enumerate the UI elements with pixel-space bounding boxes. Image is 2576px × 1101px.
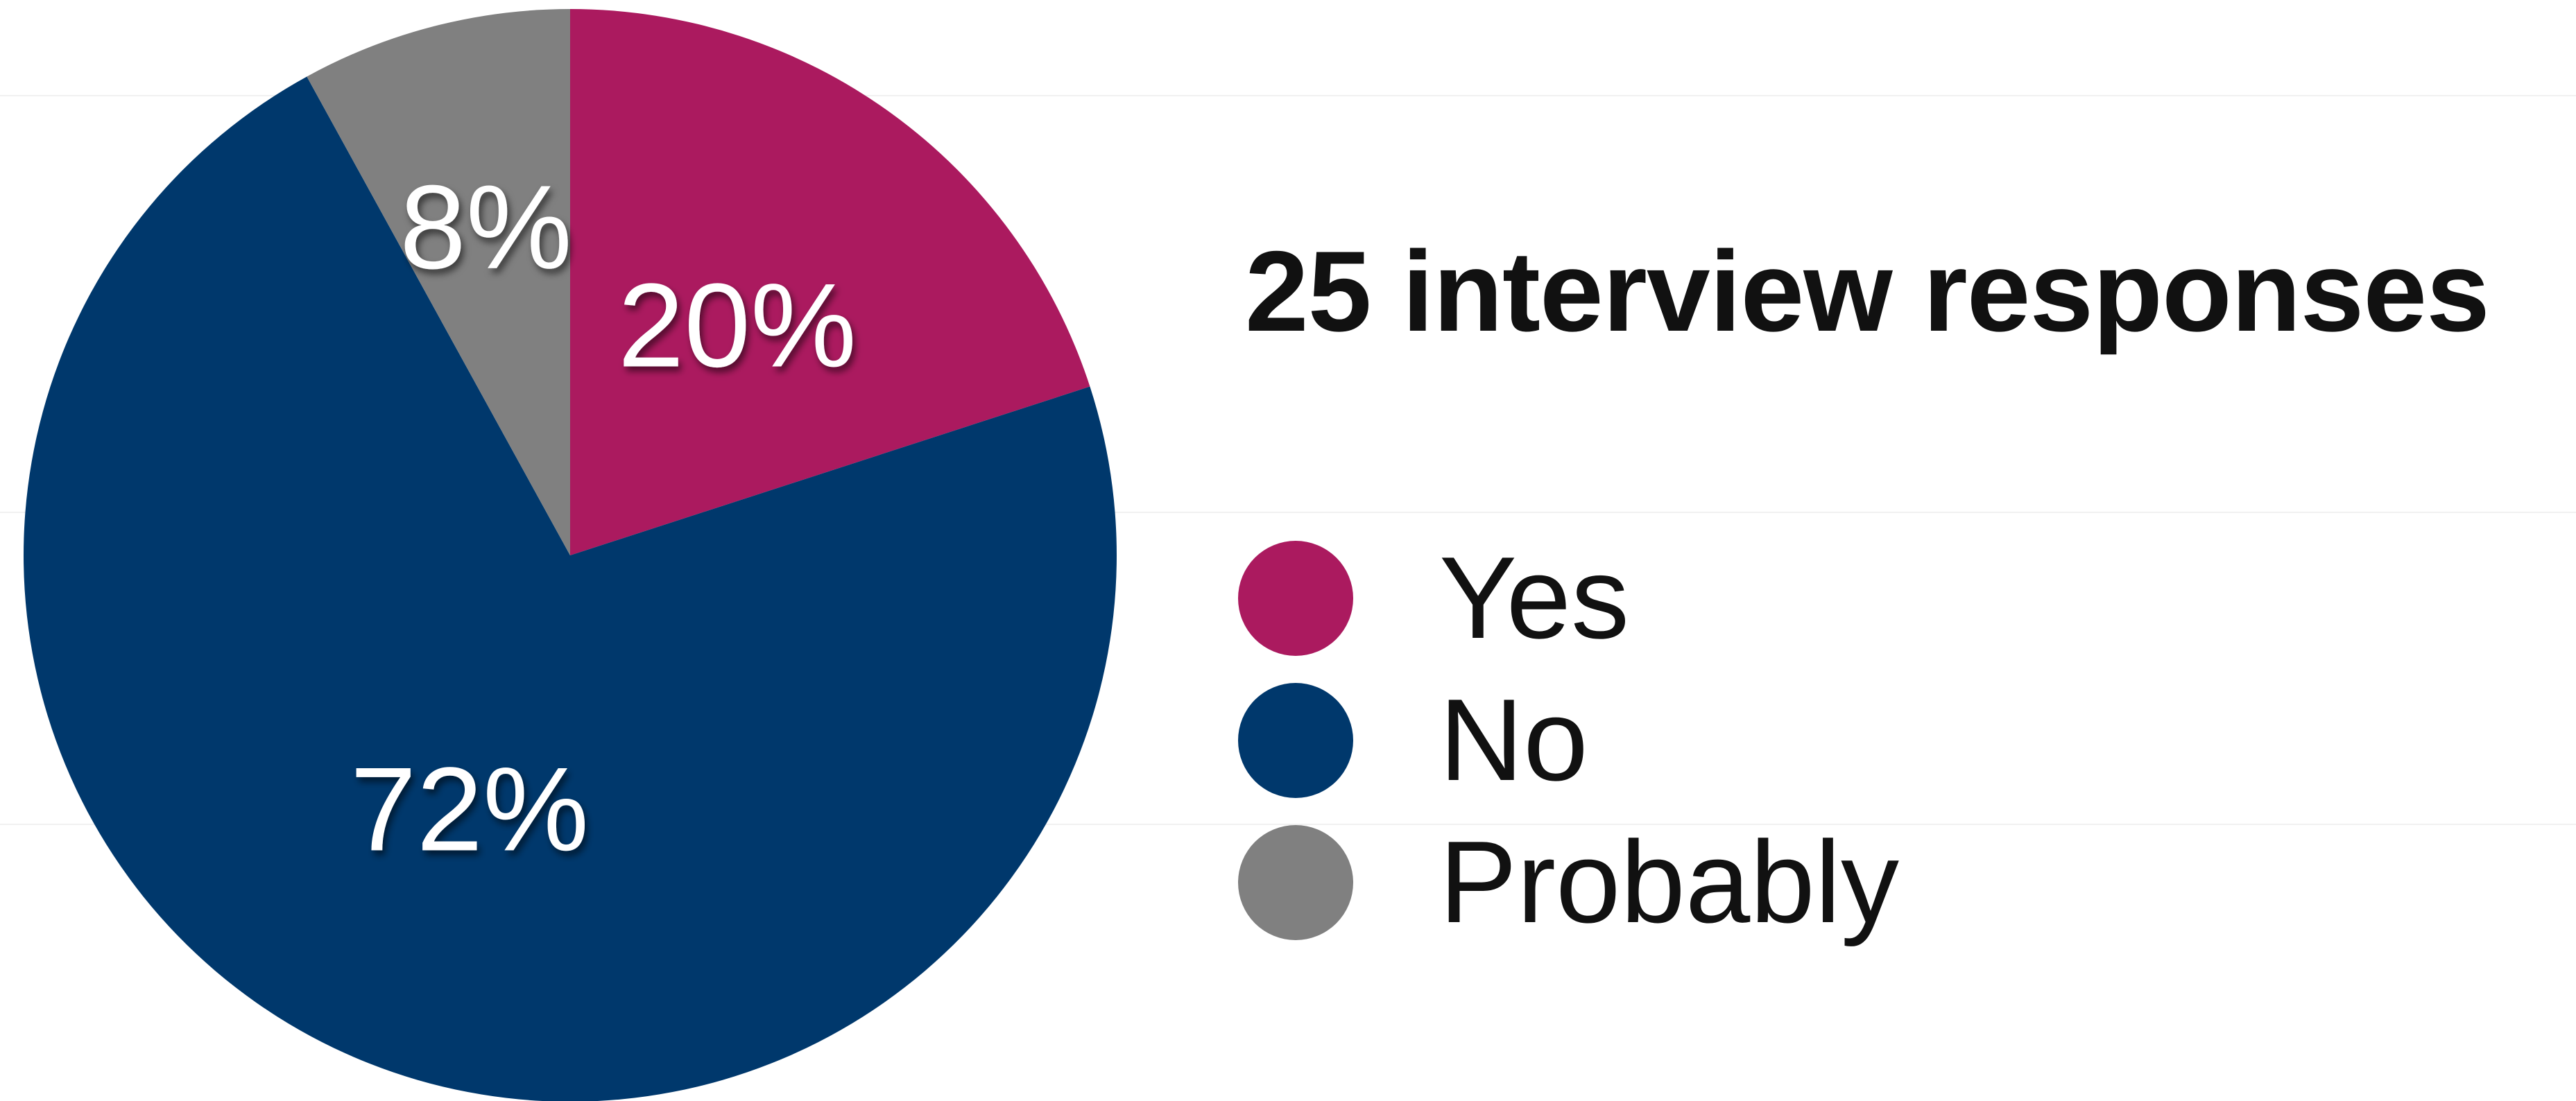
legend-item-yes: Yes xyxy=(1238,527,1899,669)
legend-swatch-yes xyxy=(1238,540,1353,656)
legend-item-probably: Probably xyxy=(1238,811,1899,953)
legend-label-probably: Probably xyxy=(1439,817,1900,947)
pie-slice-no xyxy=(24,76,1117,1101)
legend-label-yes: Yes xyxy=(1439,532,1630,663)
legend-label-no: No xyxy=(1439,675,1588,805)
background-rule-top xyxy=(0,95,2576,96)
pie-chart: 20% 72% 8% xyxy=(24,9,1117,1101)
pie-value-label-no: 72% xyxy=(350,743,589,876)
legend-item-no: No xyxy=(1238,669,1899,811)
chart-legend: Yes No Probably xyxy=(1238,527,1899,953)
legend-swatch-no xyxy=(1238,682,1353,798)
legend-swatch-probably xyxy=(1238,824,1353,940)
chart-title: 25 interview responses xyxy=(1245,227,2490,355)
pie-value-label-probably: 8% xyxy=(400,161,572,294)
pie-slice-probably xyxy=(307,9,570,555)
pie-value-label-yes: 20% xyxy=(618,259,857,392)
pie-value-labels: 20% 72% 8% xyxy=(350,161,857,876)
pie-slice-yes xyxy=(570,9,1090,555)
pie-slices xyxy=(24,9,1117,1101)
background-rule-middle xyxy=(0,512,2576,513)
background-rule-bottom xyxy=(0,824,2576,825)
